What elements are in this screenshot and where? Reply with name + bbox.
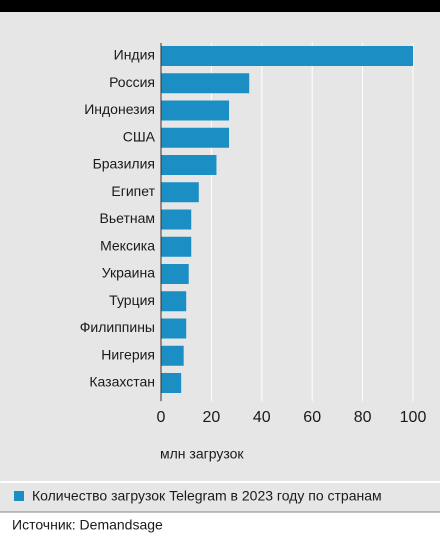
source: Источник: Demandsage [12, 517, 163, 533]
y-tick-label: Индонезия [84, 101, 155, 117]
y-tick-label: Филиппины [80, 319, 155, 335]
x-tick-label: 40 [253, 409, 271, 426]
header-band [0, 0, 440, 12]
bar [161, 345, 184, 366]
bar [161, 182, 199, 203]
y-tick-label: Украина [102, 265, 156, 281]
bar [161, 127, 230, 148]
bar [161, 264, 189, 284]
x-tick-label: 100 [400, 409, 427, 426]
bar [161, 236, 192, 257]
legend-label: Количество загрузок Telegram в 2023 году… [32, 488, 382, 504]
y-tick-label: Египет [111, 183, 155, 199]
x-axis-label: млн загрузок [160, 446, 244, 462]
bar [161, 291, 187, 312]
y-tick-label: Россия [109, 74, 155, 90]
legend-background [0, 482, 440, 512]
y-tick-label: Вьетнам [99, 210, 155, 226]
bar [161, 209, 192, 230]
y-tick-label: Мексика [100, 237, 155, 253]
x-tick-label: 20 [203, 409, 221, 426]
y-tick-label: Бразилия [93, 156, 155, 172]
bar [161, 373, 182, 393]
y-tick-label: Казахстан [89, 374, 155, 390]
x-tick-label: 80 [354, 409, 372, 426]
y-tick-label: Нигерия [101, 346, 155, 362]
bar [161, 73, 250, 94]
bar [161, 318, 187, 339]
bar [161, 100, 230, 121]
x-tick-label: 60 [303, 409, 321, 426]
y-tick-label: Индия [114, 47, 155, 63]
bar [161, 155, 217, 175]
x-tick-label: 0 [157, 409, 166, 426]
bar [161, 46, 413, 66]
legend-swatch [14, 491, 24, 501]
y-tick-label: Турция [109, 292, 155, 308]
y-tick-label: США [123, 128, 156, 144]
